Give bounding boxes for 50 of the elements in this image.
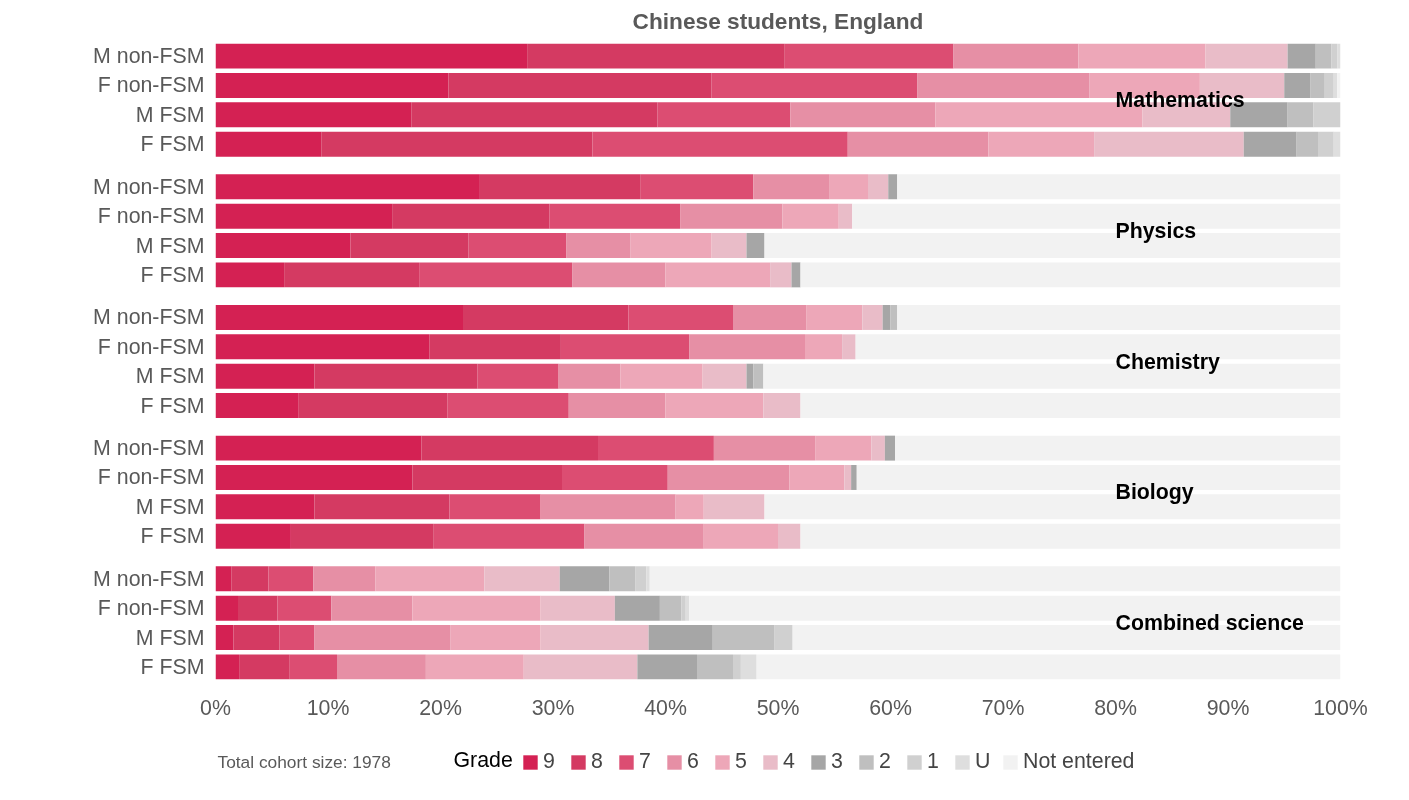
y-tick-label: F FSM xyxy=(140,132,205,157)
x-tick-label: 50% xyxy=(756,695,800,720)
y-tick-label: M FSM xyxy=(135,625,205,650)
x-tick-label: 20% xyxy=(419,695,462,720)
legend-label: 5 xyxy=(735,749,748,774)
y-tick-label: F non-FSM xyxy=(97,465,205,490)
x-tick-label: 90% xyxy=(1206,695,1250,720)
y-tick-label: M non-FSM xyxy=(93,436,205,461)
legend-label: 9 xyxy=(543,749,556,774)
annotation: Biology xyxy=(1115,480,1194,505)
x-tick-label: 0% xyxy=(200,695,231,720)
y-tick-label: F non-FSM xyxy=(97,334,205,359)
legend-label: 7 xyxy=(639,749,652,774)
y-tick-label: M FSM xyxy=(135,102,205,127)
y-tick-label: F FSM xyxy=(140,524,205,549)
legend-title: Grade xyxy=(453,747,513,772)
legend-label: 8 xyxy=(591,749,604,774)
y-tick-label: M non-FSM xyxy=(93,44,205,69)
legend-label: 3 xyxy=(831,749,844,774)
y-tick-label: F non-FSM xyxy=(97,73,205,98)
legend-label: 4 xyxy=(783,749,796,774)
annotation: Physics xyxy=(1115,218,1197,243)
x-tick-label: 70% xyxy=(981,695,1025,720)
y-tick-label: M FSM xyxy=(135,494,205,519)
y-tick-label: F non-FSM xyxy=(97,204,205,229)
y-tick-label: M FSM xyxy=(135,364,205,389)
legend-label: 2 xyxy=(879,749,892,774)
annotation: Chemistry xyxy=(1115,349,1220,374)
chart-title: Chinese students, England xyxy=(632,7,924,34)
y-tick-label: M non-FSM xyxy=(93,174,205,199)
x-tick-label: 100% xyxy=(1313,695,1368,720)
y-tick-label: F FSM xyxy=(140,393,205,418)
legend-label: 6 xyxy=(687,749,700,774)
annotation: Mathematics xyxy=(1115,88,1245,113)
legend-label: U xyxy=(975,749,992,774)
x-tick-label: 10% xyxy=(306,695,350,720)
y-tick-label: F non-FSM xyxy=(97,596,205,621)
y-tick-label: M non-FSM xyxy=(93,566,205,591)
x-tick-label: 80% xyxy=(1094,695,1137,720)
x-tick-label: 30% xyxy=(531,695,575,720)
y-tick-label: F FSM xyxy=(140,654,205,679)
y-tick-label: F FSM xyxy=(140,262,205,287)
annotation: Combined science xyxy=(1115,610,1305,635)
y-tick-label: M non-FSM xyxy=(93,305,205,330)
y-tick-label: M FSM xyxy=(135,233,205,258)
legend-label: Not entered xyxy=(1023,749,1135,774)
legend-label: 1 xyxy=(927,749,940,774)
x-tick-label: 60% xyxy=(869,695,912,720)
text: Total cohort size: 1978 xyxy=(217,751,391,772)
x-tick-label: 40% xyxy=(644,695,687,720)
